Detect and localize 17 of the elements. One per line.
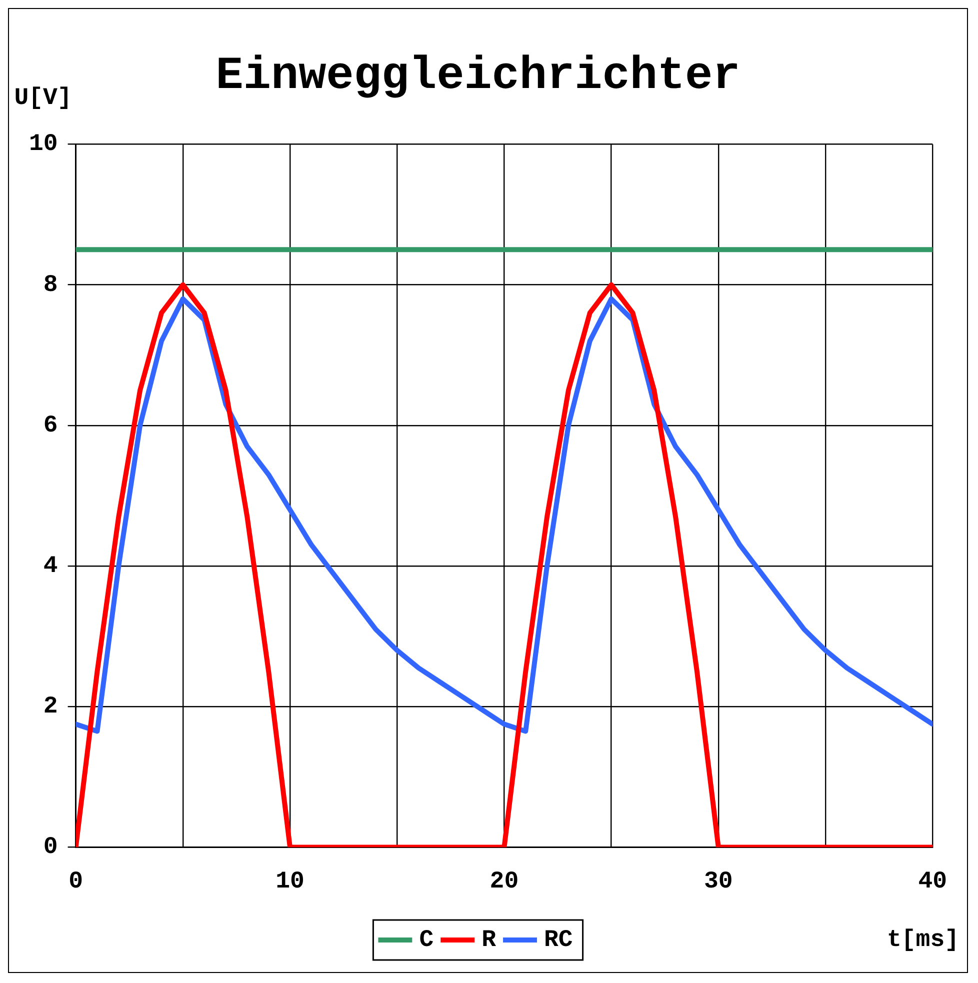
y-tick-label: 4 — [43, 553, 58, 580]
legend-label: RC — [544, 927, 573, 954]
y-tick-label: 0 — [43, 834, 58, 862]
legend-label: C — [419, 927, 434, 954]
y-tick-label: 2 — [43, 694, 58, 721]
legend-label: R — [482, 927, 497, 954]
x-tick-label: 20 — [490, 868, 519, 896]
x-tick-label: 40 — [918, 868, 948, 896]
x-tick-label: 30 — [704, 868, 733, 896]
y-tick-label: 10 — [28, 131, 58, 158]
y-axis-title: U[V] — [14, 85, 72, 112]
x-tick-label: 0 — [68, 868, 84, 896]
x-tick-label: 10 — [276, 868, 304, 896]
chart-title: Einweggleichrichter — [216, 50, 740, 102]
y-tick-label: 6 — [43, 412, 58, 440]
x-axis-title: t[ms] — [886, 927, 959, 954]
y-tick-label: 8 — [43, 272, 58, 299]
